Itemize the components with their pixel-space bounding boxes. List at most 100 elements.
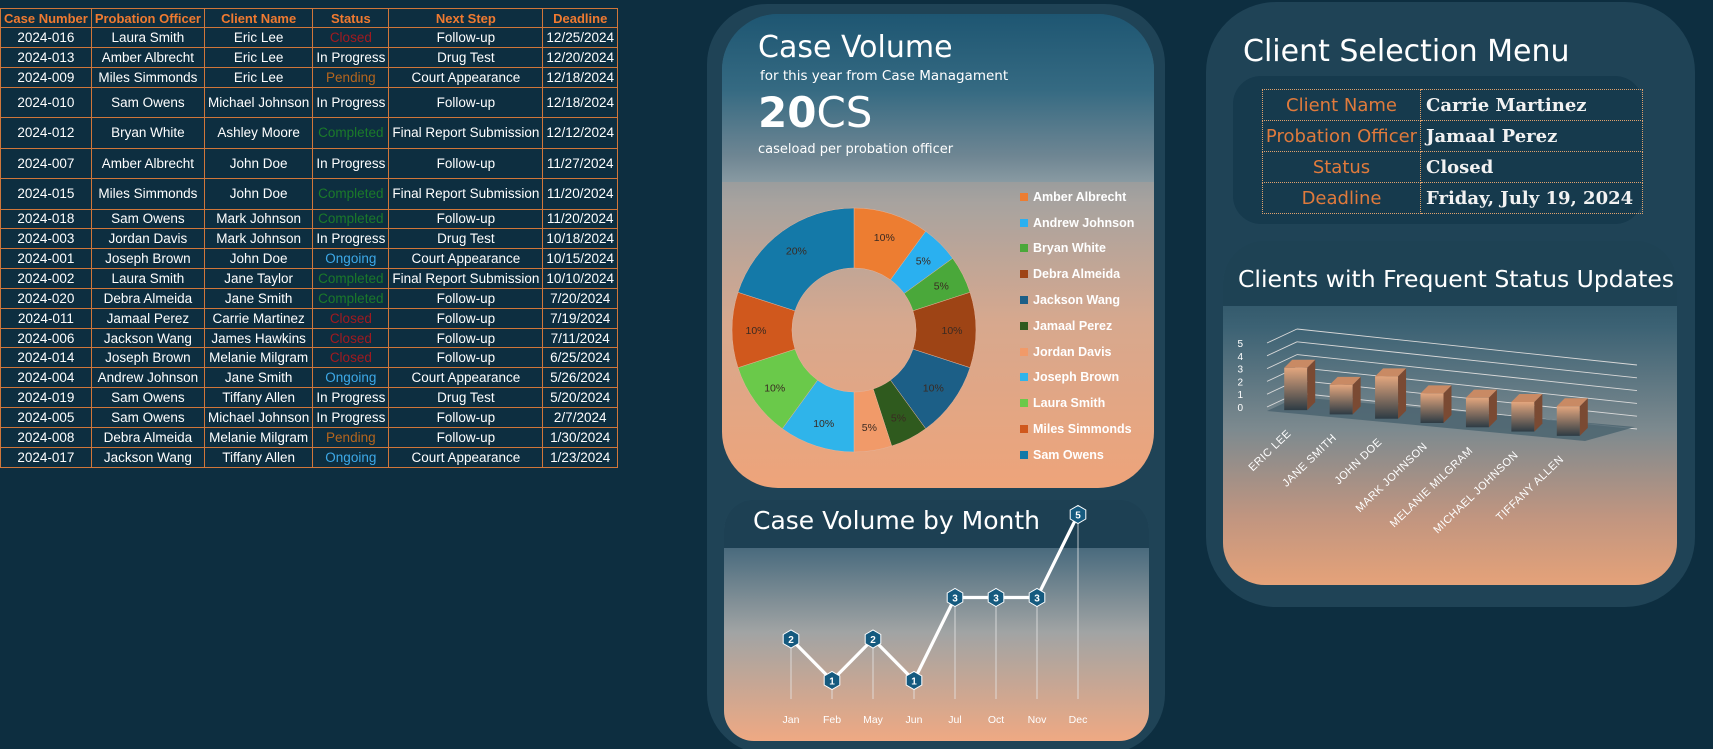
cell-next-step[interactable]: Court Appearance: [388, 248, 544, 270]
cell-next-step[interactable]: Follow-up: [388, 327, 544, 349]
cell-deadline[interactable]: 12/18/2024: [542, 86, 618, 119]
cell-probation-officer[interactable]: Joseph Brown: [90, 347, 206, 369]
cell-client-name[interactable]: Melanie Milgram: [203, 347, 314, 369]
cell-case-number[interactable]: 2024-010: [0, 86, 92, 119]
cell-status[interactable]: Ongoing: [312, 446, 390, 468]
legend-item[interactable]: Jordan Davis: [1020, 339, 1134, 365]
cell-status[interactable]: In Progress: [312, 228, 390, 250]
cell-status[interactable]: Ongoing: [312, 367, 390, 389]
cell-probation-officer[interactable]: Joseph Brown: [90, 248, 206, 270]
legend-item[interactable]: Debra Almeida: [1020, 261, 1134, 287]
cell-status[interactable]: Closed: [312, 347, 390, 369]
cell-probation-officer[interactable]: Jackson Wang: [90, 327, 206, 349]
cell-next-step[interactable]: Court Appearance: [388, 367, 544, 389]
cell-status[interactable]: Closed: [312, 27, 390, 48]
cell-status[interactable]: Completed: [312, 268, 390, 289]
table-row[interactable]: 2024-020 Debra Almeida Jane Smith Completed…: [0, 287, 618, 309]
header-case-number[interactable]: Case Number: [0, 8, 92, 28]
cell-probation-officer[interactable]: Andrew Johnson: [90, 367, 206, 389]
cell-deadline[interactable]: 6/25/2024: [542, 347, 618, 369]
cell-probation-officer[interactable]: Laura Smith: [90, 27, 206, 48]
cell-probation-officer[interactable]: Miles Simmonds: [90, 66, 206, 88]
cell-probation-officer[interactable]: Jordan Davis: [90, 228, 206, 250]
cell-client-name[interactable]: Ashley Moore: [203, 117, 314, 149]
cell-probation-officer[interactable]: Laura Smith: [90, 268, 206, 289]
table-row[interactable]: 2024-012 Bryan White Ashley Moore Completed…: [0, 117, 618, 149]
cell-probation-officer[interactable]: Debra Almeida: [90, 287, 206, 309]
cell-status[interactable]: In Progress: [312, 86, 390, 119]
legend-item[interactable]: Laura Smith: [1020, 390, 1134, 416]
cell-probation-officer[interactable]: Sam Owens: [90, 86, 206, 119]
cell-deadline[interactable]: 7/11/2024: [542, 327, 618, 349]
cell-next-step[interactable]: Final Report Submission: [388, 178, 544, 210]
cell-next-step[interactable]: Follow-up: [388, 86, 544, 119]
table-row[interactable]: 2024-018 Sam Owens Mark Johnson Completed Fo…: [0, 208, 618, 230]
cell-case-number[interactable]: 2024-020: [0, 287, 92, 309]
cell-next-step[interactable]: Follow-up: [388, 426, 544, 448]
cell-client-name[interactable]: Eric Lee: [203, 66, 314, 88]
cell-client-name[interactable]: Carrie Martinez: [203, 307, 314, 329]
client-info-value[interactable]: Carrie Martinez: [1420, 89, 1643, 121]
table-row[interactable]: 2024-014 Joseph Brown Melanie Milgram Close…: [0, 347, 618, 369]
cell-status[interactable]: Closed: [312, 327, 390, 349]
cell-deadline[interactable]: 11/27/2024: [542, 147, 618, 180]
table-row[interactable]: 2024-005 Sam Owens Michael Johnson In Progr…: [0, 406, 618, 428]
table-row[interactable]: 2024-019 Sam Owens Tiffany Allen In Progres…: [0, 387, 618, 408]
cell-status[interactable]: In Progress: [312, 387, 390, 408]
legend-item[interactable]: Bryan White: [1020, 236, 1134, 262]
cell-probation-officer[interactable]: Amber Albrecht: [90, 46, 206, 68]
cell-client-name[interactable]: John Doe: [203, 178, 314, 210]
legend-item[interactable]: Sam Owens: [1020, 442, 1134, 468]
cell-next-step[interactable]: Follow-up: [388, 406, 544, 428]
cell-case-number[interactable]: 2024-018: [0, 208, 92, 230]
table-row[interactable]: 2024-016 Laura Smith Eric Lee Closed Follow-…: [0, 27, 618, 48]
cell-client-name[interactable]: Jane Smith: [203, 367, 314, 389]
table-row[interactable]: 2024-003 Jordan Davis Mark Johnson In Progr…: [0, 228, 618, 250]
legend-item[interactable]: Jamaal Perez: [1020, 313, 1134, 339]
cell-case-number[interactable]: 2024-003: [0, 228, 92, 250]
cell-case-number[interactable]: 2024-012: [0, 117, 92, 149]
header-probation-officer[interactable]: Probation Officer: [90, 8, 206, 28]
cell-case-number[interactable]: 2024-001: [0, 248, 92, 270]
cell-next-step[interactable]: Follow-up: [388, 147, 544, 180]
cell-status[interactable]: Closed: [312, 307, 390, 329]
cell-client-name[interactable]: Michael Johnson: [203, 86, 314, 119]
table-row[interactable]: 2024-008 Debra Almeida Melanie Milgram Pend…: [0, 426, 618, 448]
cell-client-name[interactable]: Michael Johnson: [203, 406, 314, 428]
cell-next-step[interactable]: Drug Test: [388, 228, 544, 250]
cell-client-name[interactable]: Jane Taylor: [203, 268, 314, 289]
cell-client-name[interactable]: Eric Lee: [203, 27, 314, 48]
cell-case-number[interactable]: 2024-005: [0, 406, 92, 428]
cell-next-step[interactable]: Final Report Submission: [388, 117, 544, 149]
cell-probation-officer[interactable]: Miles Simmonds: [90, 178, 206, 210]
cell-case-number[interactable]: 2024-015: [0, 178, 92, 210]
cell-case-number[interactable]: 2024-013: [0, 46, 92, 68]
table-row[interactable]: 2024-011 Jamaal Perez Carrie Martinez Close…: [0, 307, 618, 329]
legend-item[interactable]: Miles Simmonds: [1020, 416, 1134, 442]
cell-client-name[interactable]: John Doe: [203, 147, 314, 180]
cell-status[interactable]: Ongoing: [312, 248, 390, 270]
cell-next-step[interactable]: Follow-up: [388, 287, 544, 309]
header-status[interactable]: Status: [312, 8, 390, 28]
cell-next-step[interactable]: Drug Test: [388, 387, 544, 408]
cell-next-step[interactable]: Follow-up: [388, 208, 544, 230]
cell-deadline[interactable]: 5/20/2024: [542, 387, 618, 408]
header-client-name[interactable]: Client Name: [203, 8, 314, 28]
cell-deadline[interactable]: 11/20/2024: [542, 208, 618, 230]
header-deadline[interactable]: Deadline: [542, 8, 618, 28]
cell-deadline[interactable]: 10/15/2024: [542, 248, 618, 270]
monthly-line-chart[interactable]: 2 Jan 1 Feb 2 May 1 Jun 3 Jul 3 Oct 3 Nov 5 Dec: [724, 500, 1149, 741]
cell-case-number[interactable]: 2024-002: [0, 268, 92, 289]
legend-item[interactable]: Amber Albrecht: [1020, 184, 1134, 210]
cell-probation-officer[interactable]: Bryan White: [90, 117, 206, 149]
cell-case-number[interactable]: 2024-004: [0, 367, 92, 389]
cell-client-name[interactable]: Mark Johnson: [203, 228, 314, 250]
cell-case-number[interactable]: 2024-014: [0, 347, 92, 369]
cell-probation-officer[interactable]: Sam Owens: [90, 387, 206, 408]
cell-deadline[interactable]: 1/30/2024: [542, 426, 618, 448]
legend-item[interactable]: Andrew Johnson: [1020, 210, 1134, 236]
cell-probation-officer[interactable]: Sam Owens: [90, 208, 206, 230]
table-row[interactable]: 2024-009 Miles Simmonds Eric Lee Pending Cou…: [0, 66, 618, 88]
cell-case-number[interactable]: 2024-017: [0, 446, 92, 468]
